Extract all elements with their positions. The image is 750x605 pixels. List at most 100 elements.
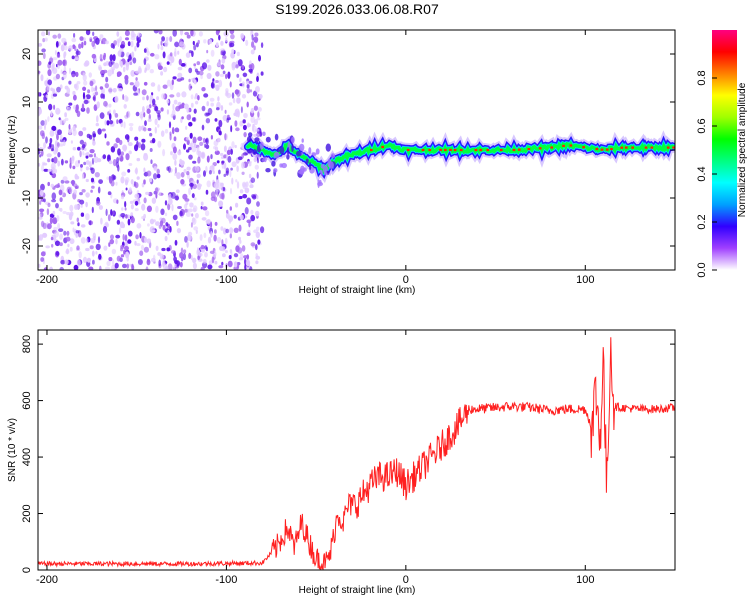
noise-dot [204, 143, 207, 148]
noise-dot [40, 130, 45, 137]
noise-dot [47, 69, 52, 77]
noise-dot [172, 146, 177, 154]
noise-dot [222, 70, 226, 75]
noise-dot [120, 213, 126, 218]
noise-dot [279, 146, 285, 155]
noise-dot [72, 147, 77, 151]
noise-dot [246, 149, 253, 154]
noise-dot [55, 203, 59, 209]
noise-dot [235, 108, 240, 114]
noise-dot [116, 255, 121, 262]
noise-dot [42, 162, 48, 166]
noise-dot [258, 54, 261, 62]
noise-dot [221, 58, 226, 64]
snr-y-ticks: 0 200 400 600 800 [21, 335, 675, 573]
noise-dot [315, 148, 320, 155]
noise-dot [66, 248, 69, 255]
noise-dot [167, 203, 171, 211]
noise-dot [201, 249, 205, 253]
noise-dot [134, 168, 138, 174]
noise-dot [217, 137, 221, 143]
noise-dot [42, 38, 46, 43]
noise-dot [193, 63, 197, 67]
noise-dot [98, 205, 103, 210]
noise-dot [158, 30, 163, 35]
noise-dot [193, 142, 197, 148]
noise-dot [60, 259, 66, 265]
noise-dot [249, 184, 254, 189]
noise-dot [245, 39, 249, 47]
noise-dot [97, 236, 101, 244]
colorbar-label: Normalized spectral amplitude [737, 82, 748, 217]
noise-dot [97, 186, 101, 194]
noise-dot [194, 165, 200, 172]
noise-dot [56, 215, 60, 222]
noise-dot [257, 239, 261, 245]
noise-dot [225, 88, 229, 94]
noise-dot [213, 234, 217, 242]
noise-dot [191, 117, 196, 122]
noise-dot [62, 71, 67, 80]
noise-dot [255, 86, 260, 93]
noise-dot [170, 191, 176, 199]
noise-dot [82, 173, 84, 180]
noise-dot [193, 226, 199, 231]
noise-dot [60, 179, 65, 184]
noise-dot [157, 84, 161, 92]
noise-dot [146, 95, 149, 101]
noise-dot [188, 67, 193, 74]
noise-dot [118, 87, 123, 92]
noise-dot [128, 163, 133, 166]
noise-dot [70, 221, 75, 225]
noise-dot [154, 118, 158, 126]
noise-dot [210, 191, 216, 199]
noise-dot [235, 245, 240, 253]
noise-dot [146, 50, 150, 56]
noise-dot [68, 45, 73, 51]
noise-dot [85, 201, 88, 208]
noise-dot [154, 126, 157, 134]
noise-dot [143, 48, 147, 53]
noise-dot [206, 72, 212, 80]
noise-dot [185, 136, 190, 141]
noise-dot [80, 203, 83, 208]
noise-dot [128, 150, 132, 155]
noise-dot [108, 120, 114, 125]
noise-dot [129, 263, 132, 267]
noise-dot [186, 34, 191, 39]
noise-dot [205, 144, 210, 149]
noise-dot [253, 45, 256, 51]
noise-dot [164, 40, 169, 48]
noise-dot [246, 254, 250, 260]
noise-dot [241, 81, 245, 88]
noise-dot [92, 259, 95, 265]
noise-dot [146, 108, 151, 114]
noise-dot [99, 112, 105, 119]
noise-dot [38, 107, 42, 115]
noise-dot [78, 251, 82, 259]
noise-dot [38, 235, 41, 241]
noise-dot [88, 154, 93, 158]
noise-dot [210, 82, 216, 89]
noise-dot [169, 52, 173, 57]
noise-dot [113, 63, 116, 71]
noise-dot [52, 57, 58, 61]
noise-dot [130, 216, 135, 224]
noise-dot [93, 87, 96, 92]
noise-dot [189, 182, 194, 187]
noise-dot [241, 171, 245, 175]
spectrogram-x-tick-label: -100 [215, 274, 237, 286]
noise-dot [256, 76, 259, 82]
noise-dot [303, 167, 307, 172]
noise-dot [95, 243, 101, 251]
noise-dot [85, 178, 89, 183]
noise-dot [255, 231, 260, 239]
noise-dot [183, 249, 187, 254]
noise-dot [160, 40, 163, 46]
noise-dot [137, 32, 142, 37]
noise-dot [174, 263, 177, 267]
noise-dot [179, 158, 183, 164]
noise-dot [146, 170, 152, 177]
noise-dot [66, 186, 72, 194]
noise-dot [143, 179, 146, 185]
